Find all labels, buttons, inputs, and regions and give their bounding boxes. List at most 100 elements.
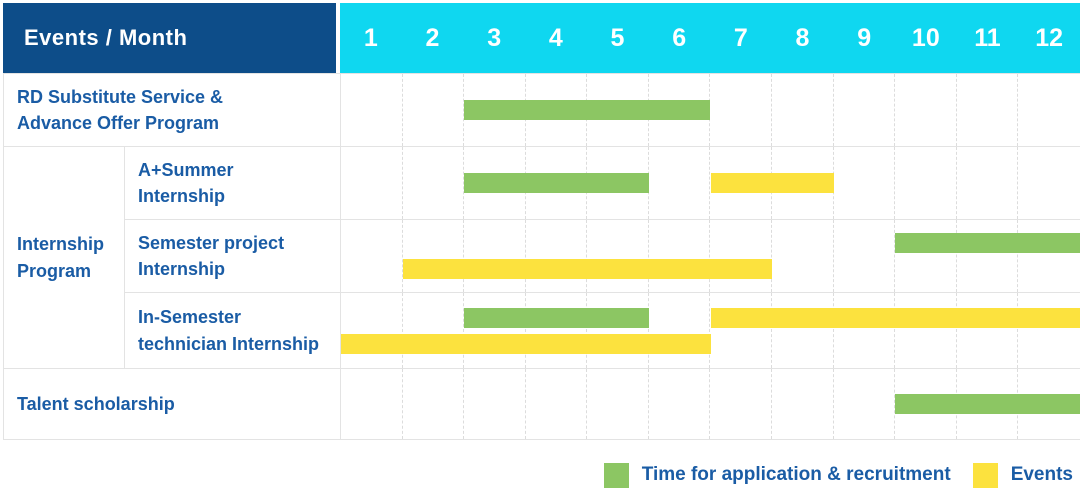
legend-label-event: Events — [1010, 464, 1073, 485]
month-gridlines — [341, 220, 1080, 292]
grid-cell — [649, 147, 711, 219]
grid-cell — [649, 369, 711, 439]
legend: Time for application & recruitment Events — [582, 462, 1073, 488]
grid-cell — [526, 369, 588, 439]
label-line: Semester project — [138, 232, 285, 253]
month-header-1: 1 — [363, 23, 378, 52]
label-line: Internship — [138, 186, 226, 206]
month-header-7: 7 — [733, 23, 748, 52]
grid-cell — [403, 220, 465, 292]
row-label-semester-project-internship: Semester project Internship — [124, 220, 340, 293]
row-label-talent-scholarship: Talent scholarship — [3, 369, 340, 440]
label-line: In-Semester — [138, 307, 242, 328]
grid-cell — [526, 220, 588, 292]
month-header-8: 8 — [795, 23, 810, 52]
application-bar-m3-m5 — [464, 173, 649, 193]
chart-row-2 — [340, 147, 1080, 220]
month-header-4: 4 — [548, 23, 563, 52]
month-gridlines — [341, 293, 1080, 368]
grid-cell — [403, 74, 465, 146]
grid-cell — [341, 147, 403, 219]
gantt-table: Events / Month 1 2 3 4 5 6 7 8 9 10 11 12 RD Substi… — [3, 3, 1080, 440]
legend-swatch-application-icon — [603, 462, 629, 488]
grid-cell — [464, 293, 526, 368]
grid-cell — [895, 220, 957, 292]
grid-cell — [403, 147, 465, 219]
legend-label-application: Time for application & recruitment — [641, 464, 951, 485]
grid-cell — [341, 220, 403, 292]
application-bar-m10-m12 — [895, 233, 1080, 253]
chart-row-5 — [340, 369, 1080, 440]
chart-row-4 — [340, 293, 1080, 369]
grid-cell — [834, 369, 896, 439]
grid-cell — [710, 220, 773, 292]
grid-cell — [587, 369, 649, 439]
corner-header-label: Events / Month — [24, 25, 188, 50]
group-label-internship-program: Internship Program — [3, 147, 124, 369]
grid-cell — [895, 293, 957, 368]
grid-cell — [957, 293, 1019, 368]
grid-cell — [1018, 220, 1080, 292]
month-header-2: 2 — [425, 23, 440, 52]
legend-item-application: Time for application & recruitment — [603, 462, 951, 488]
label-line: A+Summer — [138, 159, 234, 180]
grid-cell — [1018, 293, 1080, 368]
grid-cell — [710, 74, 773, 146]
grid-cell — [772, 293, 834, 368]
grid-cell — [649, 220, 711, 292]
grid-cell — [834, 293, 896, 368]
grid-cell — [341, 293, 403, 368]
event-bar-m2-m7 — [402, 259, 773, 279]
grid-cell — [403, 369, 465, 439]
month-header-12: 12 — [1035, 23, 1064, 52]
month-header-3: 3 — [487, 23, 502, 52]
chart-row-3 — [340, 220, 1080, 293]
grid-cell — [1018, 147, 1080, 219]
grid-cell — [341, 369, 403, 439]
application-bar-m10-m12 — [895, 394, 1080, 414]
grid-cell — [464, 369, 526, 439]
row-label-a-summer-internship: A+Summer Internship — [124, 147, 340, 220]
application-bar-m3-m5 — [464, 307, 649, 328]
legend-item-event: Events — [972, 462, 1073, 488]
label-line: Program — [17, 260, 92, 281]
grid-cell — [649, 293, 711, 368]
chart-row-1 — [340, 73, 1080, 147]
grid-cell — [834, 147, 896, 219]
grid-cell — [341, 74, 403, 146]
label-line: Talent scholarship — [17, 393, 175, 414]
event-bar-m7-m12 — [710, 307, 1080, 328]
label-line: RD Substitute Service & — [17, 86, 224, 107]
month-gridlines — [341, 74, 1080, 146]
month-header-5: 5 — [610, 23, 625, 52]
grid-cell — [587, 293, 649, 368]
corner-header-cell: Events / Month — [3, 3, 340, 73]
grid-cell — [895, 74, 957, 146]
months-header: 1 2 3 4 5 6 7 8 9 10 11 12 — [340, 3, 1080, 73]
legend-swatch-event-icon — [972, 462, 998, 488]
grid-cell — [895, 147, 957, 219]
grid-cell — [957, 74, 1019, 146]
month-header-9: 9 — [857, 23, 872, 52]
grid-cell — [464, 220, 526, 292]
grid-cell — [403, 293, 465, 368]
row-label-rd-substitute-service-advance-offer-program: RD Substitute Service & Advance Offer Pro… — [3, 73, 340, 147]
grid-cell — [772, 74, 834, 146]
grid-cell — [772, 220, 834, 292]
row-label-in-semester-technician-internship: In-Semester technician Internship — [124, 293, 340, 369]
label-line: Internship — [17, 234, 105, 255]
month-header-10: 10 — [911, 23, 940, 52]
grid-cell — [526, 293, 588, 368]
label-line: Advance Offer Program — [17, 113, 220, 133]
grid-cell — [834, 220, 896, 292]
grid-cell — [1018, 74, 1080, 146]
grid-cell — [834, 74, 896, 146]
month-header-6: 6 — [672, 23, 687, 52]
label-line: technician Internship — [138, 333, 320, 354]
grid-cell — [957, 147, 1019, 219]
event-bar-m7-m8 — [710, 173, 834, 193]
label-line: Internship — [138, 259, 226, 279]
event-bar-m1-m6 — [341, 333, 711, 354]
grid-cell — [710, 293, 773, 368]
grid-cell — [772, 369, 834, 439]
